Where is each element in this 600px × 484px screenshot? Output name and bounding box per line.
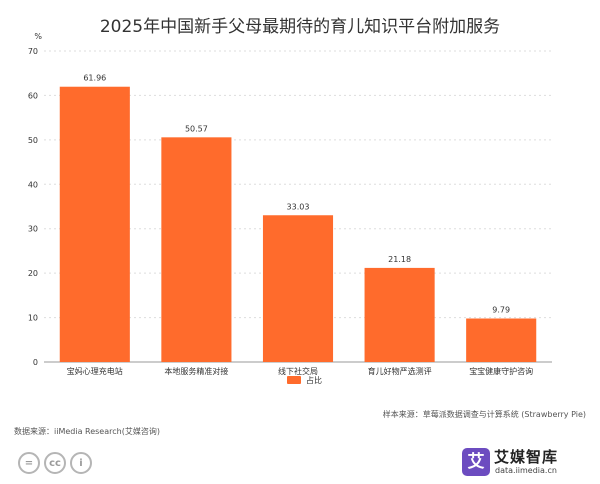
bar xyxy=(262,215,334,362)
bar xyxy=(466,318,537,362)
legend-swatch xyxy=(287,376,301,384)
bar xyxy=(364,267,435,362)
y-tick-label: 60 xyxy=(28,91,38,100)
x-tick-label: 宝宝健康守护咨询 xyxy=(469,366,533,376)
creative-commons-icon: cc xyxy=(44,452,66,474)
brand-logo-icon: 艾 xyxy=(462,448,490,476)
bar-value-label: 50.57 xyxy=(185,124,208,133)
y-tick-label: 70 xyxy=(28,47,38,56)
y-tick-label: 20 xyxy=(28,269,38,278)
bar-value-label: 9.79 xyxy=(492,306,510,315)
x-tick-label: 本地服务精准对接 xyxy=(164,366,228,376)
x-tick-label: 育儿好物严选测评 xyxy=(368,366,432,376)
x-tick-label: 宝妈心理充电站 xyxy=(67,366,123,376)
legend-label: 占比 xyxy=(306,375,322,385)
bar-value-label: 33.03 xyxy=(287,202,310,211)
sample-source-note: 样本来源：草莓派数据调查与计算系统 (Strawberry Pie) xyxy=(382,410,586,419)
brand-url[interactable]: data.iimedia.cn xyxy=(495,466,557,475)
bar-value-label: 21.18 xyxy=(388,255,411,264)
bar xyxy=(59,86,130,362)
bar-value-label: 61.96 xyxy=(83,74,106,83)
bar xyxy=(161,137,232,362)
license-icons: = cc i xyxy=(18,452,94,476)
data-source-note: 数据来源：iiMedia Research(艾媒咨询) xyxy=(14,427,160,436)
y-axis-unit: % xyxy=(34,32,42,41)
x-tick-label: 线下社交局 xyxy=(278,366,318,376)
no-derivatives-icon: = xyxy=(18,452,40,474)
y-tick-label: 40 xyxy=(28,180,38,189)
chart-title: 2025年中国新手父母最期待的育儿知识平台附加服务 xyxy=(99,17,501,37)
y-tick-label: 30 xyxy=(28,225,38,234)
y-tick-label: 50 xyxy=(28,136,38,145)
y-tick-label: 0 xyxy=(33,358,38,367)
brand-name: 艾媒智库 xyxy=(494,448,559,466)
attribution-icon: i xyxy=(70,452,92,474)
bar-chart: 0 10 20 30 40 50 60 70% 61.96 宝妈心理充电站 50.57 本地服务精准对… xyxy=(28,32,552,385)
y-tick-label: 10 xyxy=(28,314,38,323)
brand-logo-block[interactable]: 艾 艾媒智库 data.iimedia.cn xyxy=(462,446,590,480)
